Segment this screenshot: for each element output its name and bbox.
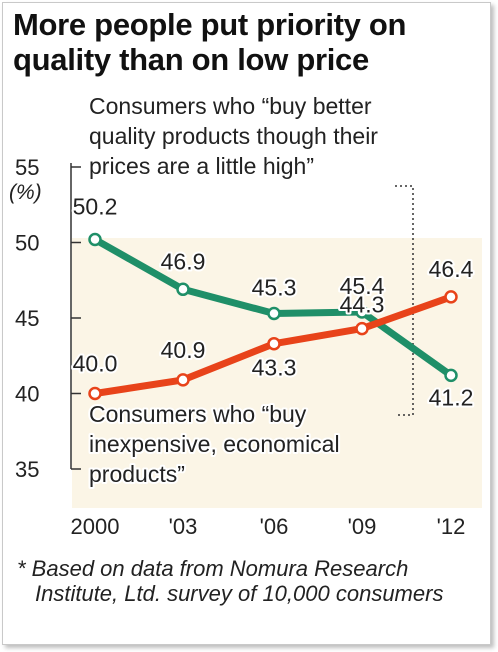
series-annotation-quality: prices are a little high” bbox=[89, 153, 314, 179]
data-point-inexpensive bbox=[176, 373, 190, 387]
series-annotation-quality: Consumers who “buy better bbox=[89, 93, 372, 119]
series-annotation-quality: quality products though their bbox=[89, 123, 378, 149]
source-footnote: * Based on data from Nomura Research Ins… bbox=[17, 556, 444, 606]
x-tick-label: '09 bbox=[348, 514, 377, 539]
data-label-inexpensive: 44.3 bbox=[340, 292, 385, 318]
annotation-connector bbox=[395, 185, 414, 416]
data-point-quality bbox=[267, 306, 281, 321]
y-tick-label: 50 bbox=[15, 231, 39, 256]
y-tick-label: 35 bbox=[15, 457, 39, 482]
y-axis-unit-label: (%) bbox=[9, 181, 42, 204]
data-label-inexpensive: 40.9 bbox=[161, 337, 206, 363]
y-tick-label: 55 bbox=[15, 155, 39, 180]
data-label-inexpensive: 43.3 bbox=[252, 355, 297, 381]
data-label-inexpensive: 46.4 bbox=[429, 256, 474, 282]
data-point-inexpensive bbox=[88, 386, 102, 401]
y-tick-label: 40 bbox=[15, 382, 39, 407]
data-point-quality bbox=[176, 282, 190, 297]
data-label-quality: 50.2 bbox=[73, 193, 118, 219]
y-tick-label: 45 bbox=[15, 306, 39, 331]
data-label-quality: 45.3 bbox=[252, 274, 297, 300]
data-label-inexpensive: 40.0 bbox=[73, 351, 118, 377]
x-tick-label: 2000 bbox=[71, 514, 120, 539]
data-label-quality: 46.9 bbox=[161, 248, 206, 274]
data-label-quality: 41.2 bbox=[429, 384, 474, 410]
line-chart: 35 40 45 50 55(%) 2000 '03 '06 '09 '12 50.2 46.9 45.… bbox=[9, 91, 482, 539]
data-point-inexpensive bbox=[355, 321, 369, 336]
x-tick-label: '03 bbox=[169, 514, 198, 539]
data-point-quality bbox=[88, 232, 102, 247]
series-annotation-inexpensive: inexpensive, economical bbox=[89, 431, 340, 457]
x-tick-label: '06 bbox=[260, 514, 289, 539]
series-annotation-inexpensive: Consumers who “buy bbox=[89, 401, 307, 427]
data-label-quality: 45.4 bbox=[340, 273, 385, 299]
data-point-inexpensive bbox=[444, 290, 458, 304]
infographic-frame: More people put priority on quality than… bbox=[2, 2, 491, 645]
data-point-inexpensive bbox=[267, 336, 281, 351]
series-annotation-inexpensive: products” bbox=[89, 461, 185, 487]
chart-title: More people put priority on quality than… bbox=[13, 7, 407, 77]
x-tick-label: '12 bbox=[437, 514, 466, 539]
data-point-quality bbox=[355, 305, 369, 319]
data-point-quality bbox=[444, 368, 458, 383]
